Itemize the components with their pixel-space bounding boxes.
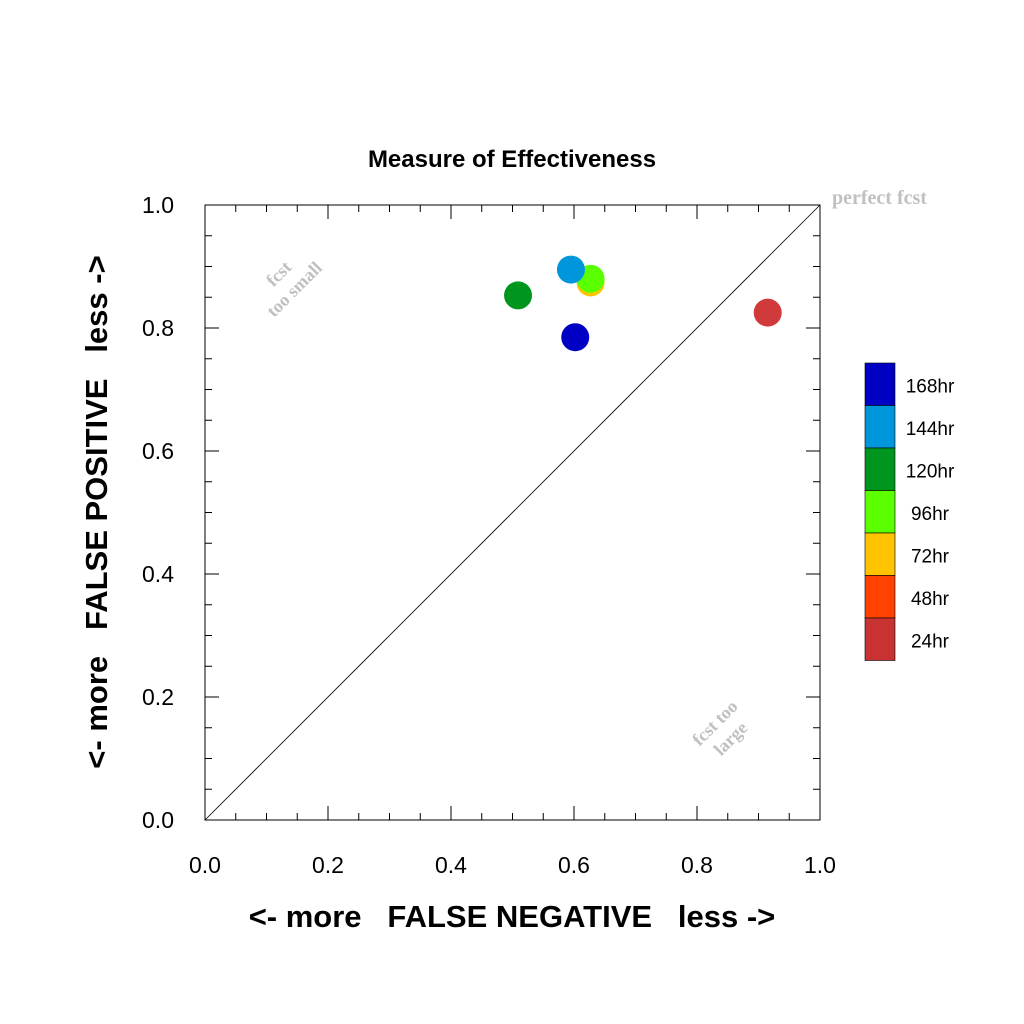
axes: 0.0 0.2 0.4 0.6 0.8 1.0 0.0 0.2 0.4 0.6 0.8 1.0	[142, 192, 836, 878]
legend-swatch-144hr	[864, 405, 896, 449]
legend-swatch-48hr	[864, 575, 896, 619]
y-tick-label: 1.0	[142, 192, 174, 218]
y-tick-label: 0.0	[142, 807, 174, 833]
y-tick-label: 0.6	[142, 438, 174, 464]
data-points	[504, 255, 782, 352]
legend-swatch-96hr	[864, 490, 896, 534]
perfect-forecast-diagonal	[204, 204, 821, 821]
y-tick-label: 0.4	[142, 561, 174, 587]
x-axis-label: <- more FALSE NEGATIVE less ->	[249, 899, 776, 934]
x-tick-label: 0.6	[558, 852, 590, 878]
annotation-fcst-too-small: fcst too small	[262, 257, 326, 321]
legend-label-24hr: 24hr	[911, 631, 950, 652]
y-tick-label: 0.2	[142, 684, 174, 710]
legend-label-72hr: 72hr	[911, 546, 950, 567]
x-tick-label: 0.0	[189, 852, 221, 878]
annotation-perfect-fcst: perfect fcst	[832, 187, 927, 209]
chart-title: Measure of Effectiveness	[368, 146, 656, 173]
y-tick-label: 0.8	[142, 315, 174, 341]
data-point-120hr	[504, 281, 533, 310]
data-point-24hr	[753, 298, 782, 327]
legend-swatch-24hr	[864, 617, 896, 661]
x-tick-label: 0.2	[312, 852, 344, 878]
x-tick-label: 0.8	[681, 852, 713, 878]
legend-swatch-168hr	[864, 362, 896, 406]
data-point-168hr	[561, 323, 590, 352]
legend-label-48hr: 48hr	[911, 589, 950, 610]
legend-label-120hr: 120hr	[906, 461, 955, 482]
x-tick-label: 0.4	[435, 852, 467, 878]
legend-label-144hr: 144hr	[906, 419, 955, 440]
x-tick-label: 1.0	[804, 852, 836, 878]
legend-label-96hr: 96hr	[911, 504, 950, 525]
legend-label-168hr: 168hr	[906, 376, 955, 397]
y-axis-label: <- more FALSE POSITIVE less ->	[79, 255, 114, 768]
legend-swatch-72hr	[864, 532, 896, 576]
data-point-144hr	[556, 255, 585, 284]
legend: 168hr 144hr 120hr 96hr 72hr 48hr 24hr	[864, 362, 955, 661]
legend-swatch-120hr	[864, 447, 896, 491]
annotation-fcst-too-large: fcst too large	[688, 696, 751, 759]
